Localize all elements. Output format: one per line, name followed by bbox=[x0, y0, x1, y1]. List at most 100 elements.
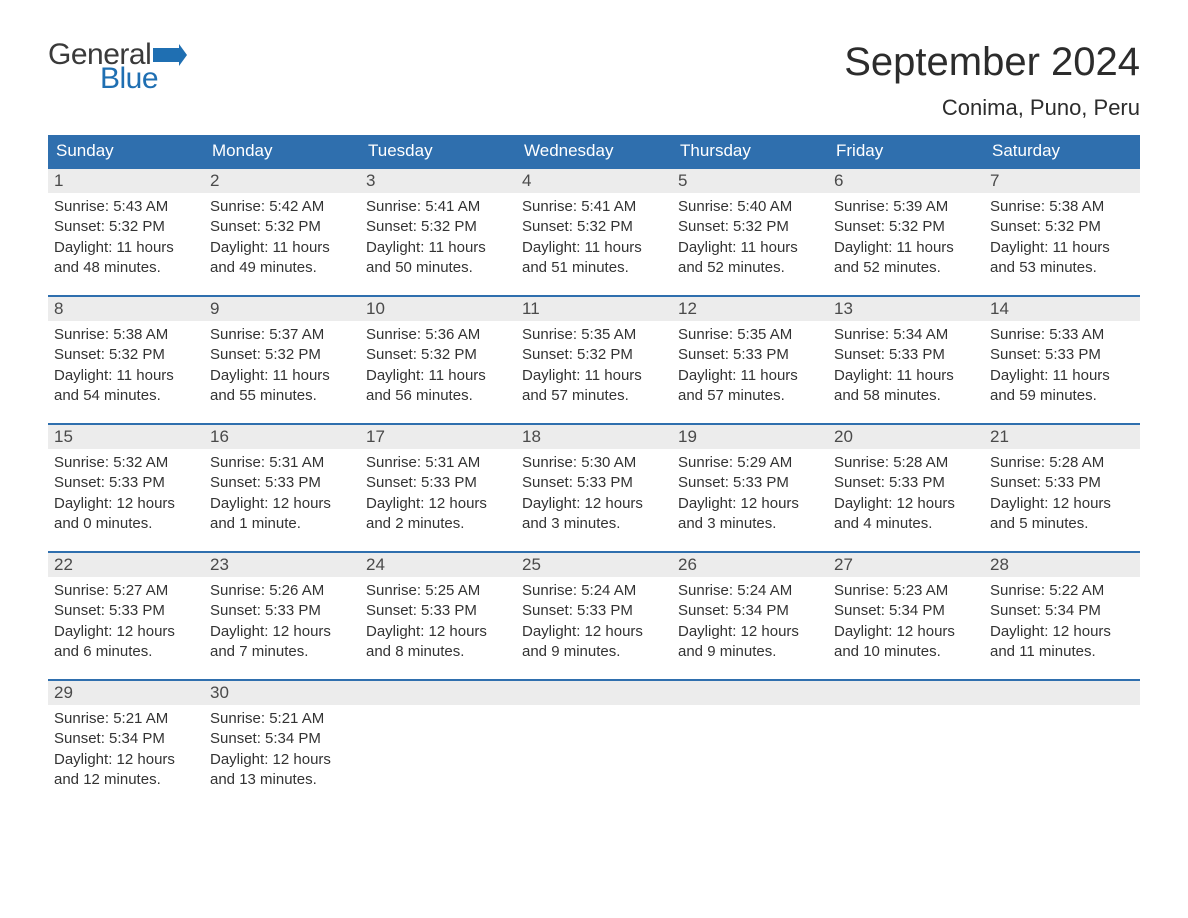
sunrise-text: Sunrise: 5:35 AM bbox=[522, 325, 666, 345]
day-cell: 4Sunrise: 5:41 AMSunset: 5:32 PMDaylight… bbox=[516, 169, 672, 295]
day-body: Sunrise: 5:28 AMSunset: 5:33 PMDaylight:… bbox=[828, 449, 984, 542]
day-number: 7 bbox=[984, 169, 1140, 193]
day-cell: 25Sunrise: 5:24 AMSunset: 5:33 PMDayligh… bbox=[516, 553, 672, 679]
day-number: 15 bbox=[48, 425, 204, 449]
header: General Blue September 2024 Conima, Puno… bbox=[48, 40, 1140, 121]
daylight-text-2: and 55 minutes. bbox=[210, 386, 354, 406]
sunrise-text: Sunrise: 5:40 AM bbox=[678, 197, 822, 217]
day-body: Sunrise: 5:21 AMSunset: 5:34 PMDaylight:… bbox=[48, 705, 204, 798]
weekday-header-row: SundayMondayTuesdayWednesdayThursdayFrid… bbox=[48, 135, 1140, 167]
sunrise-text: Sunrise: 5:38 AM bbox=[54, 325, 198, 345]
sunrise-text: Sunrise: 5:35 AM bbox=[678, 325, 822, 345]
day-number: 30 bbox=[204, 681, 360, 705]
daylight-text-2: and 52 minutes. bbox=[678, 258, 822, 278]
daylight-text-1: Daylight: 11 hours bbox=[522, 238, 666, 258]
daylight-text-2: and 59 minutes. bbox=[990, 386, 1134, 406]
daylight-text-2: and 54 minutes. bbox=[54, 386, 198, 406]
day-cell: 27Sunrise: 5:23 AMSunset: 5:34 PMDayligh… bbox=[828, 553, 984, 679]
day-number: 1 bbox=[48, 169, 204, 193]
sunset-text: Sunset: 5:32 PM bbox=[990, 217, 1134, 237]
daylight-text-2: and 12 minutes. bbox=[54, 770, 198, 790]
sunset-text: Sunset: 5:33 PM bbox=[366, 601, 510, 621]
daylight-text-2: and 4 minutes. bbox=[834, 514, 978, 534]
daylight-text-2: and 48 minutes. bbox=[54, 258, 198, 278]
day-number: 2 bbox=[204, 169, 360, 193]
daylight-text-1: Daylight: 11 hours bbox=[834, 238, 978, 258]
day-body: Sunrise: 5:27 AMSunset: 5:33 PMDaylight:… bbox=[48, 577, 204, 670]
logo-word-blue: Blue bbox=[100, 64, 187, 94]
sunrise-text: Sunrise: 5:38 AM bbox=[990, 197, 1134, 217]
daylight-text-2: and 7 minutes. bbox=[210, 642, 354, 662]
day-cell bbox=[360, 681, 516, 807]
daylight-text-2: and 8 minutes. bbox=[366, 642, 510, 662]
day-body: Sunrise: 5:35 AMSunset: 5:33 PMDaylight:… bbox=[672, 321, 828, 414]
day-number: 18 bbox=[516, 425, 672, 449]
day-cell: 5Sunrise: 5:40 AMSunset: 5:32 PMDaylight… bbox=[672, 169, 828, 295]
day-cell: 12Sunrise: 5:35 AMSunset: 5:33 PMDayligh… bbox=[672, 297, 828, 423]
day-number: 28 bbox=[984, 553, 1140, 577]
sunrise-text: Sunrise: 5:21 AM bbox=[210, 709, 354, 729]
sunrise-text: Sunrise: 5:41 AM bbox=[522, 197, 666, 217]
daylight-text-1: Daylight: 12 hours bbox=[522, 494, 666, 514]
daylight-text-1: Daylight: 12 hours bbox=[210, 622, 354, 642]
sunset-text: Sunset: 5:32 PM bbox=[54, 217, 198, 237]
day-body: Sunrise: 5:38 AMSunset: 5:32 PMDaylight:… bbox=[48, 321, 204, 414]
week-row: 1Sunrise: 5:43 AMSunset: 5:32 PMDaylight… bbox=[48, 167, 1140, 295]
sunset-text: Sunset: 5:32 PM bbox=[366, 217, 510, 237]
day-number: 16 bbox=[204, 425, 360, 449]
week-row: 22Sunrise: 5:27 AMSunset: 5:33 PMDayligh… bbox=[48, 551, 1140, 679]
daylight-text-1: Daylight: 12 hours bbox=[366, 622, 510, 642]
sunset-text: Sunset: 5:33 PM bbox=[210, 473, 354, 493]
day-number: 4 bbox=[516, 169, 672, 193]
day-body: Sunrise: 5:26 AMSunset: 5:33 PMDaylight:… bbox=[204, 577, 360, 670]
daylight-text-2: and 11 minutes. bbox=[990, 642, 1134, 662]
day-cell: 19Sunrise: 5:29 AMSunset: 5:33 PMDayligh… bbox=[672, 425, 828, 551]
sunset-text: Sunset: 5:32 PM bbox=[366, 345, 510, 365]
day-body: Sunrise: 5:22 AMSunset: 5:34 PMDaylight:… bbox=[984, 577, 1140, 670]
sunrise-text: Sunrise: 5:32 AM bbox=[54, 453, 198, 473]
weekday-header: Friday bbox=[828, 135, 984, 167]
daylight-text-1: Daylight: 11 hours bbox=[990, 238, 1134, 258]
daylight-text-1: Daylight: 12 hours bbox=[54, 494, 198, 514]
day-body: Sunrise: 5:42 AMSunset: 5:32 PMDaylight:… bbox=[204, 193, 360, 286]
daylight-text-2: and 53 minutes. bbox=[990, 258, 1134, 278]
sunset-text: Sunset: 5:32 PM bbox=[210, 345, 354, 365]
day-cell bbox=[516, 681, 672, 807]
day-body: Sunrise: 5:25 AMSunset: 5:33 PMDaylight:… bbox=[360, 577, 516, 670]
day-cell: 3Sunrise: 5:41 AMSunset: 5:32 PMDaylight… bbox=[360, 169, 516, 295]
weekday-header: Monday bbox=[204, 135, 360, 167]
day-cell: 28Sunrise: 5:22 AMSunset: 5:34 PMDayligh… bbox=[984, 553, 1140, 679]
daylight-text-2: and 9 minutes. bbox=[678, 642, 822, 662]
daylight-text-1: Daylight: 11 hours bbox=[54, 238, 198, 258]
daylight-text-1: Daylight: 12 hours bbox=[210, 494, 354, 514]
daylight-text-1: Daylight: 11 hours bbox=[990, 366, 1134, 386]
daylight-text-1: Daylight: 11 hours bbox=[210, 366, 354, 386]
sunrise-text: Sunrise: 5:25 AM bbox=[366, 581, 510, 601]
day-number: 25 bbox=[516, 553, 672, 577]
sunset-text: Sunset: 5:32 PM bbox=[678, 217, 822, 237]
day-number bbox=[360, 681, 516, 705]
sunrise-text: Sunrise: 5:34 AM bbox=[834, 325, 978, 345]
day-number: 24 bbox=[360, 553, 516, 577]
sunset-text: Sunset: 5:33 PM bbox=[678, 473, 822, 493]
day-number: 20 bbox=[828, 425, 984, 449]
sunset-text: Sunset: 5:33 PM bbox=[678, 345, 822, 365]
daylight-text-2: and 13 minutes. bbox=[210, 770, 354, 790]
day-cell: 26Sunrise: 5:24 AMSunset: 5:34 PMDayligh… bbox=[672, 553, 828, 679]
daylight-text-1: Daylight: 11 hours bbox=[210, 238, 354, 258]
daylight-text-2: and 57 minutes. bbox=[522, 386, 666, 406]
sunset-text: Sunset: 5:33 PM bbox=[990, 345, 1134, 365]
day-body: Sunrise: 5:31 AMSunset: 5:33 PMDaylight:… bbox=[360, 449, 516, 542]
daylight-text-1: Daylight: 11 hours bbox=[54, 366, 198, 386]
day-number bbox=[984, 681, 1140, 705]
daylight-text-1: Daylight: 12 hours bbox=[210, 750, 354, 770]
daylight-text-2: and 3 minutes. bbox=[522, 514, 666, 534]
weekday-header: Thursday bbox=[672, 135, 828, 167]
week-row: 15Sunrise: 5:32 AMSunset: 5:33 PMDayligh… bbox=[48, 423, 1140, 551]
logo: General Blue bbox=[48, 40, 187, 94]
day-cell: 7 Sunrise: 5:38 AMSunset: 5:32 PMDaylight… bbox=[984, 169, 1140, 295]
day-body: Sunrise: 5:30 AMSunset: 5:33 PMDaylight:… bbox=[516, 449, 672, 542]
day-cell: 10Sunrise: 5:36 AMSunset: 5:32 PMDayligh… bbox=[360, 297, 516, 423]
day-number: 14 bbox=[984, 297, 1140, 321]
day-number: 6 bbox=[828, 169, 984, 193]
